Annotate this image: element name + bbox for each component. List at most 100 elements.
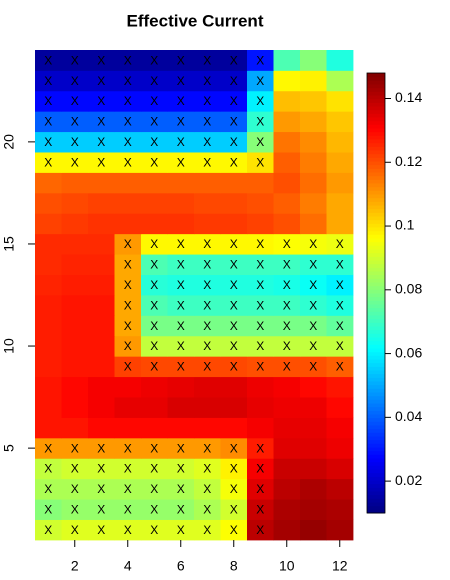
colorbar-segment	[367, 480, 385, 485]
cell	[326, 50, 354, 71]
cell	[273, 233, 301, 255]
colorbar-segment	[367, 124, 385, 129]
cell-marker: X	[230, 482, 238, 496]
cell	[326, 131, 354, 153]
colorbar-tick-label: 0.08	[395, 281, 422, 297]
cell	[88, 478, 115, 500]
colorbar-segment	[367, 293, 385, 298]
cell	[35, 172, 62, 194]
chart-title: Effective Current	[127, 11, 264, 30]
cell	[220, 356, 248, 378]
y-tick-label: 15	[1, 236, 17, 252]
cell-marker: X	[124, 237, 132, 251]
colorbar-segment	[367, 450, 385, 455]
cell	[247, 152, 274, 173]
colorbar-segment	[367, 278, 385, 283]
cell	[220, 50, 248, 71]
cell	[247, 417, 274, 439]
cell-marker: X	[177, 441, 185, 455]
cell	[194, 50, 221, 71]
colorbar-segment	[367, 318, 385, 323]
cell	[35, 274, 62, 296]
cell	[141, 254, 168, 275]
cell	[273, 295, 301, 316]
colorbar-segment	[367, 267, 385, 272]
colorbar-segment	[367, 197, 385, 202]
cell	[88, 274, 115, 296]
cell-marker: X	[177, 155, 185, 169]
cell	[88, 50, 115, 71]
cell	[141, 356, 168, 378]
colorbar-segment	[367, 260, 385, 265]
cell	[114, 111, 142, 133]
cell-marker: X	[230, 74, 238, 88]
cell	[141, 295, 168, 316]
cell	[300, 315, 327, 337]
cell	[114, 274, 142, 296]
colorbar-segment	[367, 252, 385, 257]
cell	[326, 213, 354, 235]
cell	[141, 458, 168, 480]
cell-marker: X	[44, 523, 52, 537]
cell-marker: X	[203, 482, 211, 496]
cell-marker: X	[124, 298, 132, 312]
cell	[194, 499, 221, 520]
cell	[300, 417, 327, 439]
cell	[35, 254, 62, 275]
cell	[247, 50, 274, 71]
cell	[167, 254, 195, 275]
cell	[194, 437, 221, 459]
cell-marker: X	[71, 462, 79, 476]
cell-marker: X	[150, 523, 158, 537]
cell	[247, 70, 274, 92]
cell	[326, 397, 354, 418]
cell	[167, 152, 195, 173]
cell-marker: X	[230, 258, 238, 272]
cell	[61, 458, 89, 480]
cell	[88, 172, 115, 194]
cell	[35, 192, 62, 214]
colorbar-segment	[367, 146, 385, 151]
cell	[88, 233, 115, 255]
cell	[300, 356, 327, 378]
cell	[220, 233, 248, 255]
cell	[273, 152, 301, 173]
cell-marker: X	[97, 503, 105, 517]
cell	[273, 356, 301, 378]
cell	[167, 50, 195, 71]
cell	[194, 478, 221, 500]
cell	[167, 90, 195, 112]
cell-marker: X	[44, 135, 52, 149]
cell	[326, 519, 354, 541]
x-tick-label: 8	[230, 558, 238, 574]
cell-marker: X	[150, 462, 158, 476]
colorbar-segment	[367, 274, 385, 279]
cell	[194, 254, 221, 275]
cell	[114, 417, 142, 439]
cell	[220, 131, 248, 153]
cell	[220, 274, 248, 296]
cell	[114, 254, 142, 275]
colorbar-segment	[367, 491, 385, 496]
cell-marker: X	[71, 115, 79, 129]
cell	[141, 213, 168, 235]
cell	[167, 499, 195, 520]
cell-marker: X	[44, 155, 52, 169]
colorbar-segment	[367, 443, 385, 448]
cell	[114, 152, 142, 173]
cell	[247, 233, 274, 255]
cell	[114, 356, 142, 378]
cell	[88, 192, 115, 214]
cell	[247, 295, 274, 316]
cell	[247, 274, 274, 296]
cell-marker: X	[230, 523, 238, 537]
cell	[194, 131, 221, 153]
cell	[61, 70, 89, 92]
cell-marker: X	[256, 319, 264, 333]
cell-marker: X	[71, 482, 79, 496]
cell	[273, 131, 301, 153]
cell-marker: X	[336, 360, 344, 374]
colorbar-segment	[367, 241, 385, 246]
cell-marker: X	[203, 53, 211, 67]
cell	[194, 172, 221, 194]
